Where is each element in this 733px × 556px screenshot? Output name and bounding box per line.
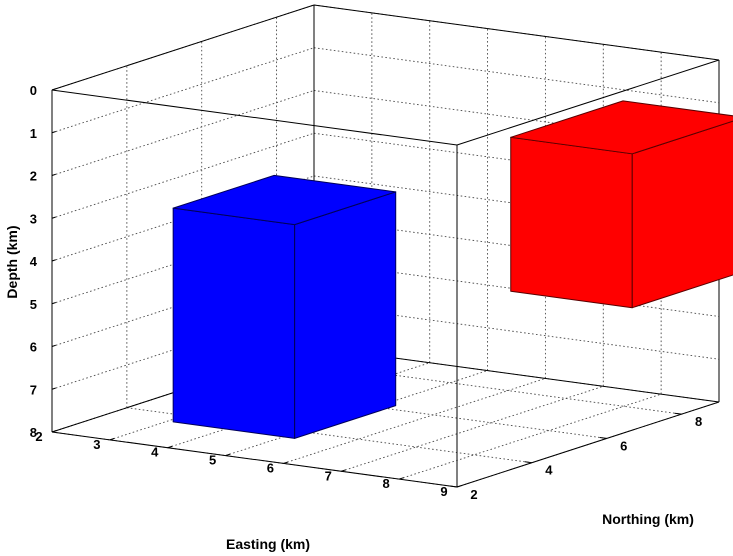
- x-tick-mark: [283, 461, 289, 464]
- z-tick-mark: [51, 387, 56, 390]
- grid-line: [313, 47, 720, 104]
- z-tick-mark: [51, 302, 56, 305]
- grid-line: [341, 385, 604, 472]
- x-tick-mark: [456, 485, 462, 488]
- y-tick-label: 8: [695, 414, 702, 429]
- y-tick-mark: [449, 485, 458, 488]
- x-tick-label: 9: [440, 484, 447, 499]
- x-tick-mark: [341, 469, 346, 472]
- grid-line: [51, 47, 315, 134]
- y-tick-mark: [599, 436, 607, 439]
- y-axis-label: Northing (km): [602, 511, 694, 527]
- axis-edge: [51, 4, 315, 91]
- data-box-1: [172, 174, 397, 439]
- y-tick-label: 6: [620, 438, 627, 453]
- x-tick-label: 4: [151, 445, 159, 460]
- x-tick-label: 8: [383, 476, 390, 491]
- x-tick-mark: [167, 445, 173, 449]
- x-tick-label: 5: [209, 453, 216, 468]
- axis-edge: [456, 401, 720, 488]
- x-tick-mark: [398, 477, 404, 480]
- x-tick-label: 7: [325, 468, 332, 483]
- z-tick-label: 0: [30, 83, 37, 98]
- z-tick-mark: [51, 173, 56, 176]
- x-tick-label: 2: [35, 429, 42, 444]
- x-tick-label: 6: [267, 460, 274, 475]
- box-face: [172, 174, 397, 226]
- y-tick-label: 2: [470, 487, 477, 502]
- grid-line: [225, 370, 488, 456]
- x-axis-label: Easting (km): [226, 536, 310, 552]
- grid-line: [51, 90, 315, 176]
- x-tick-mark: [109, 437, 115, 441]
- z-tick-label: 2: [30, 169, 37, 184]
- box-face: [510, 136, 633, 309]
- z-tick-mark: [51, 216, 56, 219]
- box-face: [294, 191, 397, 439]
- box-face: [510, 100, 733, 155]
- z-tick-label: 8: [30, 425, 37, 440]
- y-tick-mark: [674, 412, 682, 415]
- grid-line: [283, 378, 546, 464]
- axis-edge: [313, 4, 720, 61]
- axis-edge: [51, 89, 458, 146]
- z-tick-mark: [51, 430, 56, 433]
- data-boxes: [172, 100, 733, 439]
- z-axis-label: Depth (km): [4, 225, 20, 298]
- axis-edge: [456, 59, 720, 146]
- z-tick-label: 7: [30, 382, 37, 397]
- z-tick-label: 1: [30, 126, 37, 141]
- y-tick-label: 4: [545, 463, 553, 478]
- box-face: [172, 207, 296, 439]
- z-tick-label: 6: [30, 340, 37, 355]
- z-tick-label: 3: [30, 211, 37, 226]
- x-tick-mark: [225, 453, 231, 457]
- z-tick-mark: [51, 131, 56, 134]
- z-tick-mark: [51, 88, 56, 91]
- grid-line: [51, 132, 315, 219]
- z-tick-mark: [51, 259, 56, 262]
- y-tick-mark: [524, 461, 532, 464]
- axis-edge: [51, 431, 458, 488]
- z-tick-mark: [51, 344, 56, 347]
- data-box-2: [510, 100, 733, 309]
- x-tick-label: 3: [93, 437, 100, 452]
- z-tick-label: 5: [30, 297, 37, 312]
- tick-labels: 2 3 4 5 6 7 8 9 2 4 6 8 0 1 2 3 4 5 6 7 8: [30, 83, 702, 502]
- grid-line: [399, 393, 662, 480]
- z-tick-label: 4: [30, 254, 38, 269]
